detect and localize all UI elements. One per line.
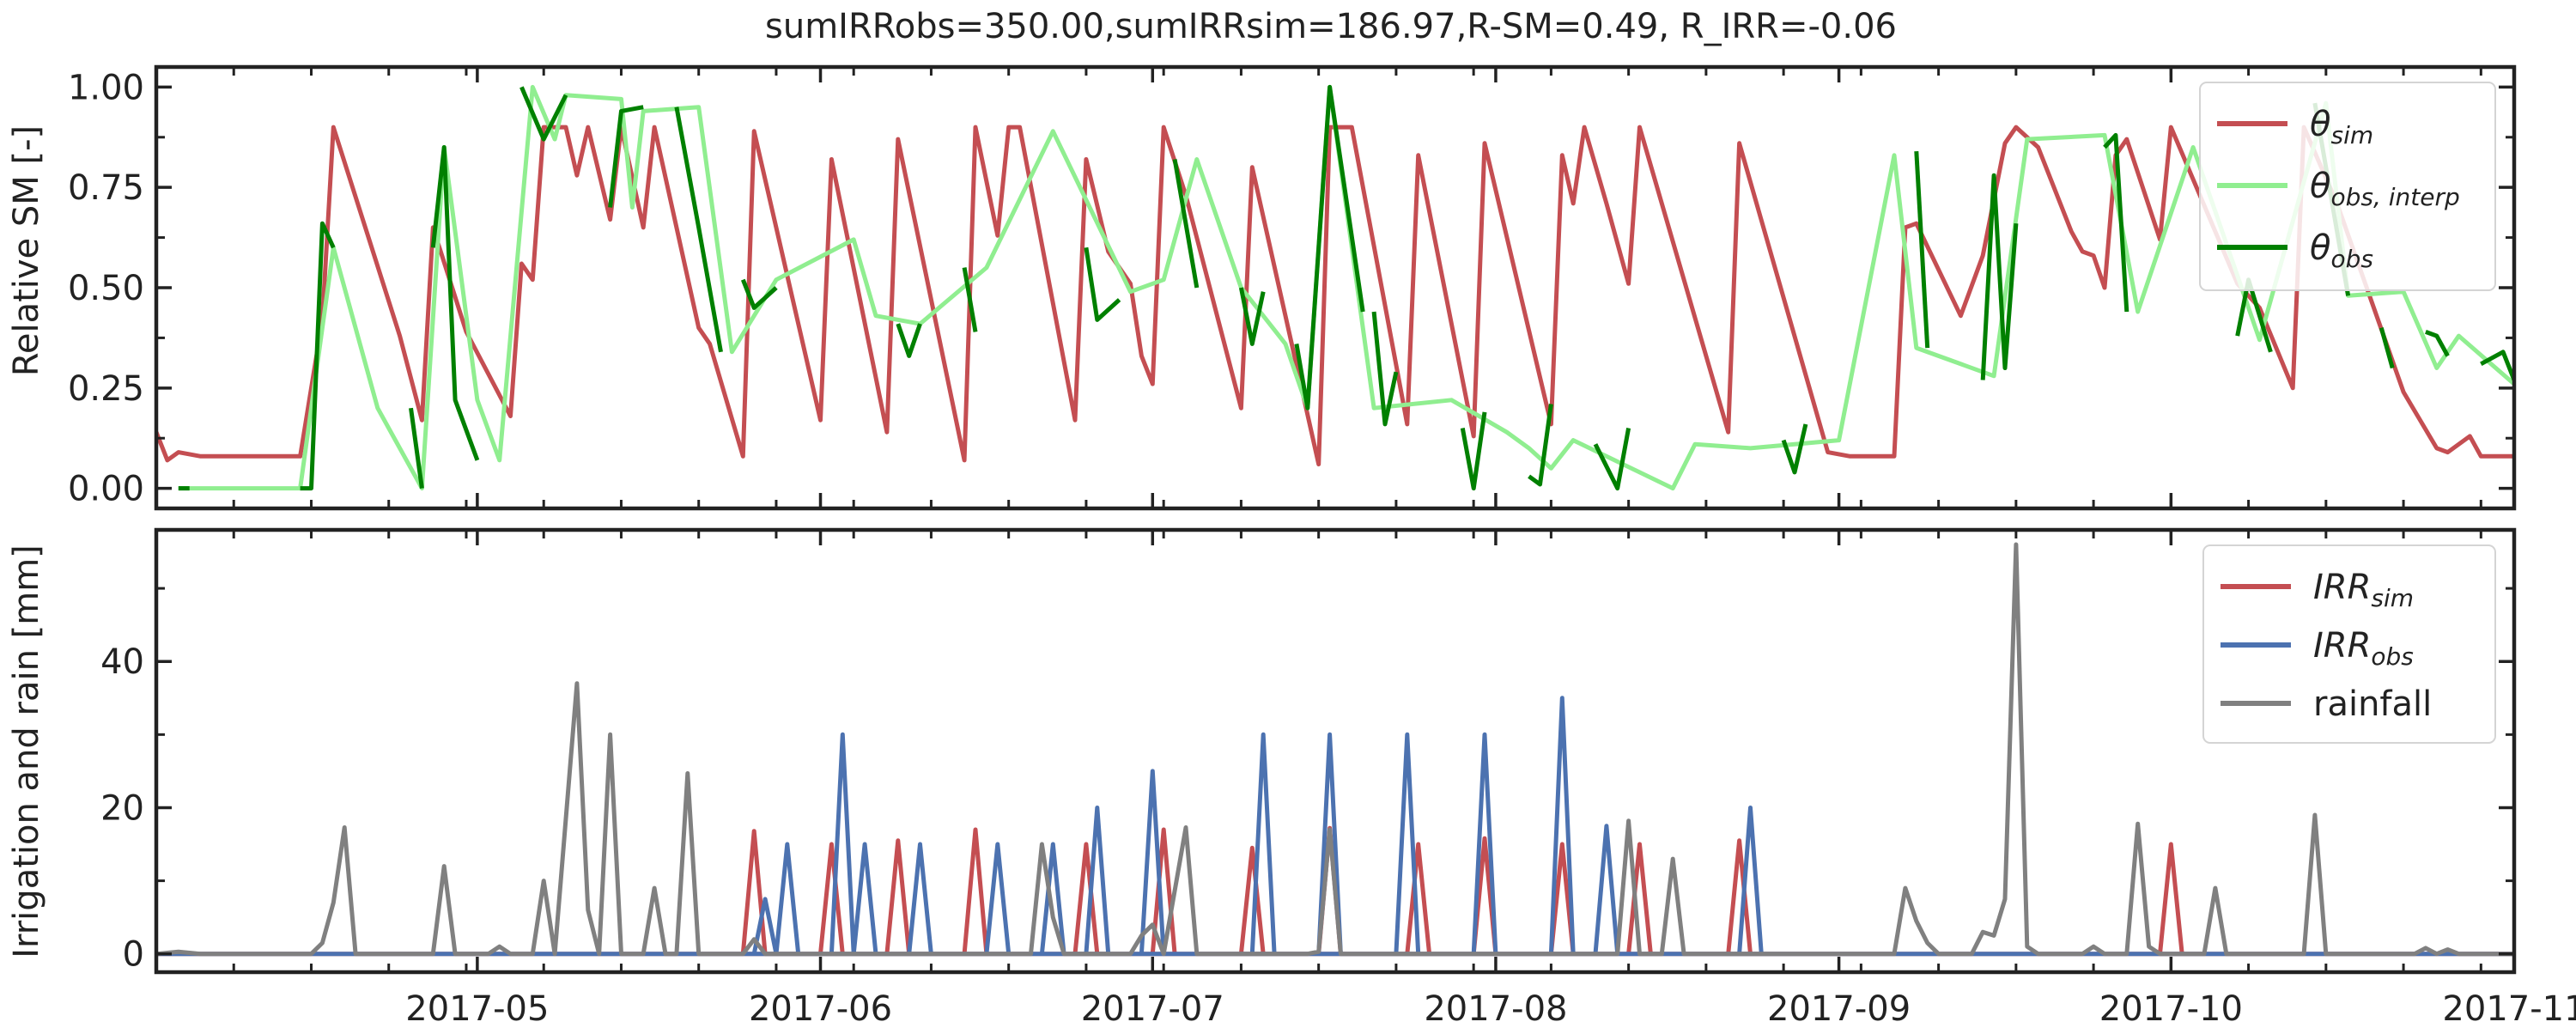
irr-data-layer <box>156 542 2514 957</box>
sm-series-2-line-18 <box>1781 423 1808 475</box>
xtick-label-5: 2017-10 <box>2099 989 2243 1029</box>
irr-legend-box <box>2202 544 2496 744</box>
sm-series-2-line-26 <box>2480 350 2514 381</box>
irr-legend-label-1: IRRobs <box>2313 626 2414 671</box>
irr-series-1-spike-6 <box>1039 842 1066 954</box>
sm-series-1-line-0 <box>178 84 2514 491</box>
sm-legend-label-2: θobs <box>2310 228 2373 273</box>
irr-series-0-spike-4 <box>1072 842 1100 954</box>
bottom-ylabel: Irrigation and rain [mm] <box>7 544 46 958</box>
sm-series-2-line-24 <box>2379 327 2395 369</box>
sm-series-2-line-8 <box>896 323 922 358</box>
chart-title: sumIRRobs=350.00,sumIRRsim=186.97,R-SM=0… <box>765 7 1897 46</box>
sm-series-2-line-25 <box>2425 330 2450 357</box>
sm-series-2-line-21 <box>2103 132 2129 313</box>
irr-series-1-spike-3 <box>851 842 878 954</box>
sm-data-layer <box>156 84 2514 491</box>
sm-series-2-line-12 <box>1238 287 1266 346</box>
irr-series-1-spike-9 <box>1249 732 1277 954</box>
sm-series-2-line-13 <box>1294 84 1365 411</box>
sm-series-2-line-19 <box>1914 150 1930 349</box>
irr-series-0-spike-2 <box>884 838 912 954</box>
xtick-label-1: 2017-06 <box>749 989 892 1029</box>
irr-series-1-spike-15 <box>1737 806 1764 954</box>
sm-series-2-line-20 <box>1980 173 2019 380</box>
sm-series-2-line-2 <box>409 407 424 489</box>
sm-ytick-label-4: 1.00 <box>68 68 144 107</box>
irr-series-1-spike-11 <box>1394 732 1421 954</box>
irr-legend-label-0: IRRsim <box>2313 568 2414 612</box>
sm-series-2-line-11 <box>1172 159 1200 289</box>
irr-series-1-spike-12 <box>1471 732 1498 954</box>
irr-series-1-spike-0 <box>751 897 779 955</box>
xtick-label-3: 2017-08 <box>1424 989 1567 1029</box>
sm-series-2-line-10 <box>1084 246 1121 322</box>
irr-axes-frame <box>154 527 2517 975</box>
irrigation-panel: 0 20 40 2017-05 2017-06 2017-07 2017-08 2017-09… <box>100 527 2576 1029</box>
sm-series-2-line-9 <box>962 267 978 332</box>
irr-series-0-spike-1 <box>818 842 845 954</box>
sm-series-2-line-6 <box>674 106 723 353</box>
sm-ytick-label-1: 0.25 <box>68 369 144 409</box>
irr-series-1-spike-13 <box>1548 696 1576 954</box>
irr-series-1-spike-2 <box>829 732 856 954</box>
irr-series-1-spike-14 <box>1593 824 1620 954</box>
irr-series-2-line-0 <box>156 542 2514 957</box>
sm-series-2-line-4 <box>519 86 568 142</box>
irr-legend-label-2: rainfall <box>2313 684 2432 724</box>
irr-series-1-spike-7 <box>1084 806 1111 954</box>
sm-series-2-line-1 <box>300 221 336 491</box>
sm-series-2-line-7 <box>740 278 778 310</box>
sm-ytick-label-3: 0.75 <box>68 168 144 208</box>
sm-series-2-line-15 <box>1460 411 1487 491</box>
sm-legend-label-0: θsim <box>2310 105 2373 149</box>
irr-series-1-spike-4 <box>907 842 933 954</box>
irr-series-1-spike-8 <box>1139 769 1166 954</box>
sm-legend-box <box>2199 82 2496 291</box>
top-ylabel: Relative SM [-] <box>7 125 46 376</box>
xtick-label-2: 2017-07 <box>1081 989 1224 1029</box>
irr-ytick-label-0: 0 <box>123 935 144 975</box>
irr-series-0-spike-0 <box>740 829 768 954</box>
irr-series-1-spike-5 <box>984 842 1012 954</box>
sm-ytick-label-0: 0.00 <box>68 470 144 509</box>
irr-ytick-label-2: 40 <box>100 642 144 682</box>
irr-series-1-spike-10 <box>1316 732 1343 954</box>
irr-series-0-spike-6 <box>1238 845 1266 954</box>
irr-series-0-spike-11 <box>1626 842 1653 954</box>
sm-panel: 0.00 0.25 0.50 0.75 1.00 θsim θobs, interp θobs <box>68 64 2517 511</box>
irr-series-0-spike-13 <box>2158 842 2184 954</box>
irr-ytick-label-1: 20 <box>100 788 144 828</box>
irr-series-0-spike-3 <box>962 827 989 954</box>
sm-legend-label-1: θobs, interp <box>2310 167 2460 211</box>
irr-series-0-spike-12 <box>1726 838 1753 954</box>
sm-series-0-line-0 <box>156 125 2514 467</box>
sm-ytick-label-2: 0.50 <box>68 269 144 308</box>
sm-series-2-line-3 <box>430 145 480 461</box>
irr-series-1-spike-1 <box>774 842 801 954</box>
irr-series-0-spike-8 <box>1405 842 1432 954</box>
sm-series-2-line-14 <box>1371 311 1399 427</box>
sm-series-2-line-5 <box>608 105 644 208</box>
sm-series-2-line-17 <box>1593 428 1631 491</box>
xtick-label-4: 2017-09 <box>1767 989 1911 1029</box>
xtick-label-0: 2017-05 <box>405 989 549 1029</box>
xtick-label-6: 2017-11 <box>2442 989 2576 1029</box>
sm-series-2-line-16 <box>1528 404 1553 487</box>
